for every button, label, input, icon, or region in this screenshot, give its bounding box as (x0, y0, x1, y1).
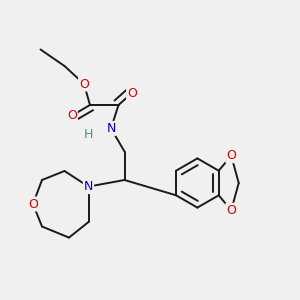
Text: O: O (67, 109, 77, 122)
Text: H: H (84, 128, 93, 141)
Text: O: O (79, 77, 89, 91)
Text: N: N (106, 122, 116, 135)
Text: N: N (84, 180, 93, 193)
Text: O: O (226, 149, 236, 162)
Text: O: O (28, 197, 38, 211)
Text: O: O (127, 86, 137, 100)
Text: O: O (226, 204, 236, 217)
